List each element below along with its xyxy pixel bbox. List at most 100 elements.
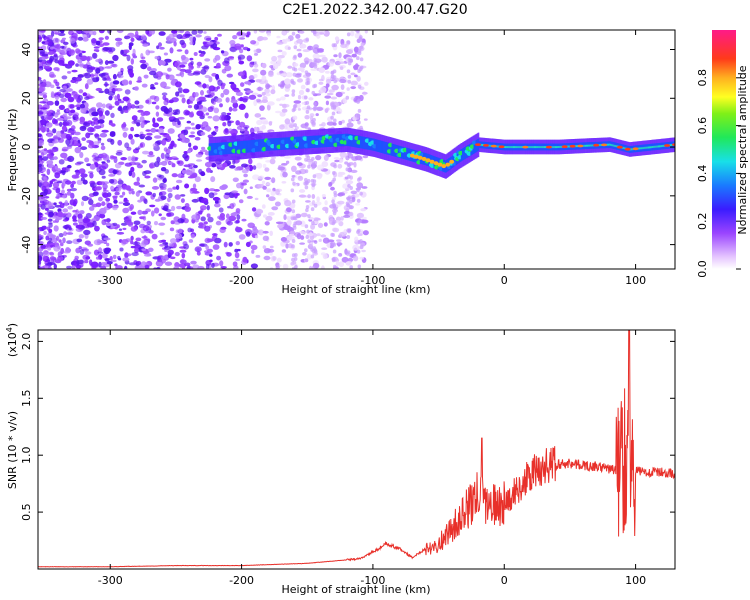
spectrogram-noise-blob: [53, 263, 57, 269]
spectrogram-noise-blob: [354, 74, 358, 78]
spectrogram-noise-blob: [359, 256, 365, 260]
spectrogram-band-cell: [350, 134, 353, 147]
spectrogram-band-cell: [228, 141, 231, 155]
spectrogram-noise-blob: [311, 46, 315, 51]
spectrogram-ridge-cell: [645, 146, 648, 149]
spectrogram-ridge-cell: [607, 143, 609, 146]
spectrogram-noise-blob: [356, 113, 361, 118]
spectrogram-ridge-cell: [528, 146, 530, 149]
spectrogram-noise-blob: [97, 140, 102, 144]
spectrogram-noise-blob: [193, 103, 199, 110]
spectrogram-noise-blob: [256, 119, 263, 126]
spectrogram-noise-blob: [277, 55, 285, 59]
spectrogram-noise-blob: [335, 58, 344, 61]
spectrogram-noise-blob: [180, 194, 186, 197]
spectrogram-noise-blob: [38, 155, 42, 159]
spectrogram-noise-blob: [116, 30, 124, 34]
spectrogram-y-tick-label: 40: [20, 43, 33, 57]
spectrogram-noise-blob: [291, 92, 296, 97]
spectrogram-noise-blob: [245, 231, 251, 237]
spectrogram-ridge-cell: [512, 146, 514, 149]
spectrogram-noise-blob: [182, 88, 190, 94]
spectrogram-noise-blob: [297, 94, 302, 100]
spectrogram-noise-blob: [53, 202, 57, 206]
spectrogram-noise-blob: [326, 92, 334, 96]
spectrogram-noise-blob: [122, 191, 126, 196]
spectrogram-peak-blob: [593, 143, 600, 147]
spectrogram-noise-blob: [268, 196, 276, 202]
spectrogram-noise-blob: [147, 66, 152, 71]
spectrogram-noise-blob: [216, 255, 222, 261]
spectrogram-band-cell: [261, 139, 263, 152]
spectrogram-noise-blob: [282, 171, 288, 178]
spectrogram-ridge-cell: [511, 146, 513, 149]
spectrogram-noise-blob: [236, 214, 241, 221]
spectrogram-ridge-cell: [558, 146, 561, 148]
spectrogram-noise-blob: [305, 37, 310, 42]
spectrogram-noise-blob: [87, 143, 96, 149]
spectrogram-noise-blob: [228, 106, 233, 112]
spectrogram-noise-blob: [123, 199, 130, 203]
spectrogram-noise-blob: [340, 43, 348, 49]
spectrogram-noise-blob: [291, 266, 296, 269]
spectrogram-ridge-cell: [557, 146, 560, 148]
spectrogram-noise-blob: [291, 253, 296, 258]
spectrogram-noise-blob: [204, 161, 213, 168]
spectrogram-noise-blob: [85, 256, 91, 260]
spectrogram-band-cell: [380, 140, 382, 153]
spectrogram-band-cell: [279, 137, 281, 150]
spectrogram-noise-blob: [293, 123, 298, 128]
spectrogram-noise-blob: [121, 79, 129, 86]
spectrogram-noise-blob: [167, 187, 173, 193]
spectrogram-noise-blob: [280, 237, 287, 242]
spectrogram-noise-blob: [108, 179, 115, 184]
spectrogram-noise-blob: [261, 180, 266, 185]
spectrogram-noise-blob: [140, 121, 145, 129]
spectrogram-noise-blob: [228, 56, 235, 59]
spectrogram-noise-blob: [71, 180, 76, 185]
spectrogram-noise-blob: [122, 105, 129, 112]
spectrogram-noise-blob: [301, 102, 306, 105]
spectrogram-noise-blob: [306, 77, 310, 82]
spectrogram-band-cell: [453, 154, 456, 167]
spectrogram-noise-blob: [281, 51, 287, 56]
spectrogram-noise-blob: [318, 54, 326, 58]
spectrogram-noise-blob: [350, 30, 355, 37]
spectrogram-noise-blob: [156, 255, 161, 261]
spectrogram-noise-blob: [307, 164, 311, 169]
spectrogram-noise-blob: [231, 190, 239, 194]
spectrogram-noise-blob: [47, 246, 52, 251]
spectrogram-noise-blob: [54, 123, 60, 126]
spectrogram-noise-blob: [291, 199, 296, 204]
spectrogram-noise-blob: [345, 167, 350, 172]
spectrogram-noise-blob: [38, 203, 43, 208]
spectrogram-noise-blob: [270, 89, 276, 95]
spectrogram-noise-blob: [192, 264, 200, 269]
spectrogram-noise-blob: [204, 126, 212, 131]
spectrogram-noise-blob: [69, 37, 76, 44]
spectrogram-noise-blob: [74, 104, 82, 108]
spectrogram-noise-blob: [322, 206, 329, 211]
spectrogram-noise-blob: [141, 248, 146, 251]
spectrogram-noise-blob: [358, 36, 363, 41]
spectrogram-noise-blob: [58, 159, 65, 165]
spectrogram-noise-blob: [136, 122, 141, 127]
spectrogram-noise-blob: [208, 76, 213, 83]
spectrogram-noise-blob: [350, 86, 357, 90]
spectrogram-noise-blob: [183, 151, 189, 154]
spectrogram-noise-blob: [236, 125, 242, 130]
spectrogram-noise-blob: [208, 188, 216, 192]
spectrogram-noise-blob: [181, 213, 186, 220]
spectrogram-noise-blob: [46, 133, 53, 138]
spectrogram-noise-blob: [229, 39, 236, 46]
spectrogram-peak-blob: [498, 145, 505, 149]
spectrogram-noise-blob: [86, 56, 91, 62]
spectrogram-peak-blob: [577, 144, 584, 148]
spectrogram-noise-blob: [54, 100, 60, 106]
spectrogram-ridge-cell: [559, 145, 562, 148]
spectrogram-noise-blob: [291, 66, 296, 71]
spectrogram-noise-blob: [62, 180, 66, 187]
spectrogram-noise-blob: [108, 47, 116, 52]
spectrogram-noise-blob: [38, 82, 47, 88]
